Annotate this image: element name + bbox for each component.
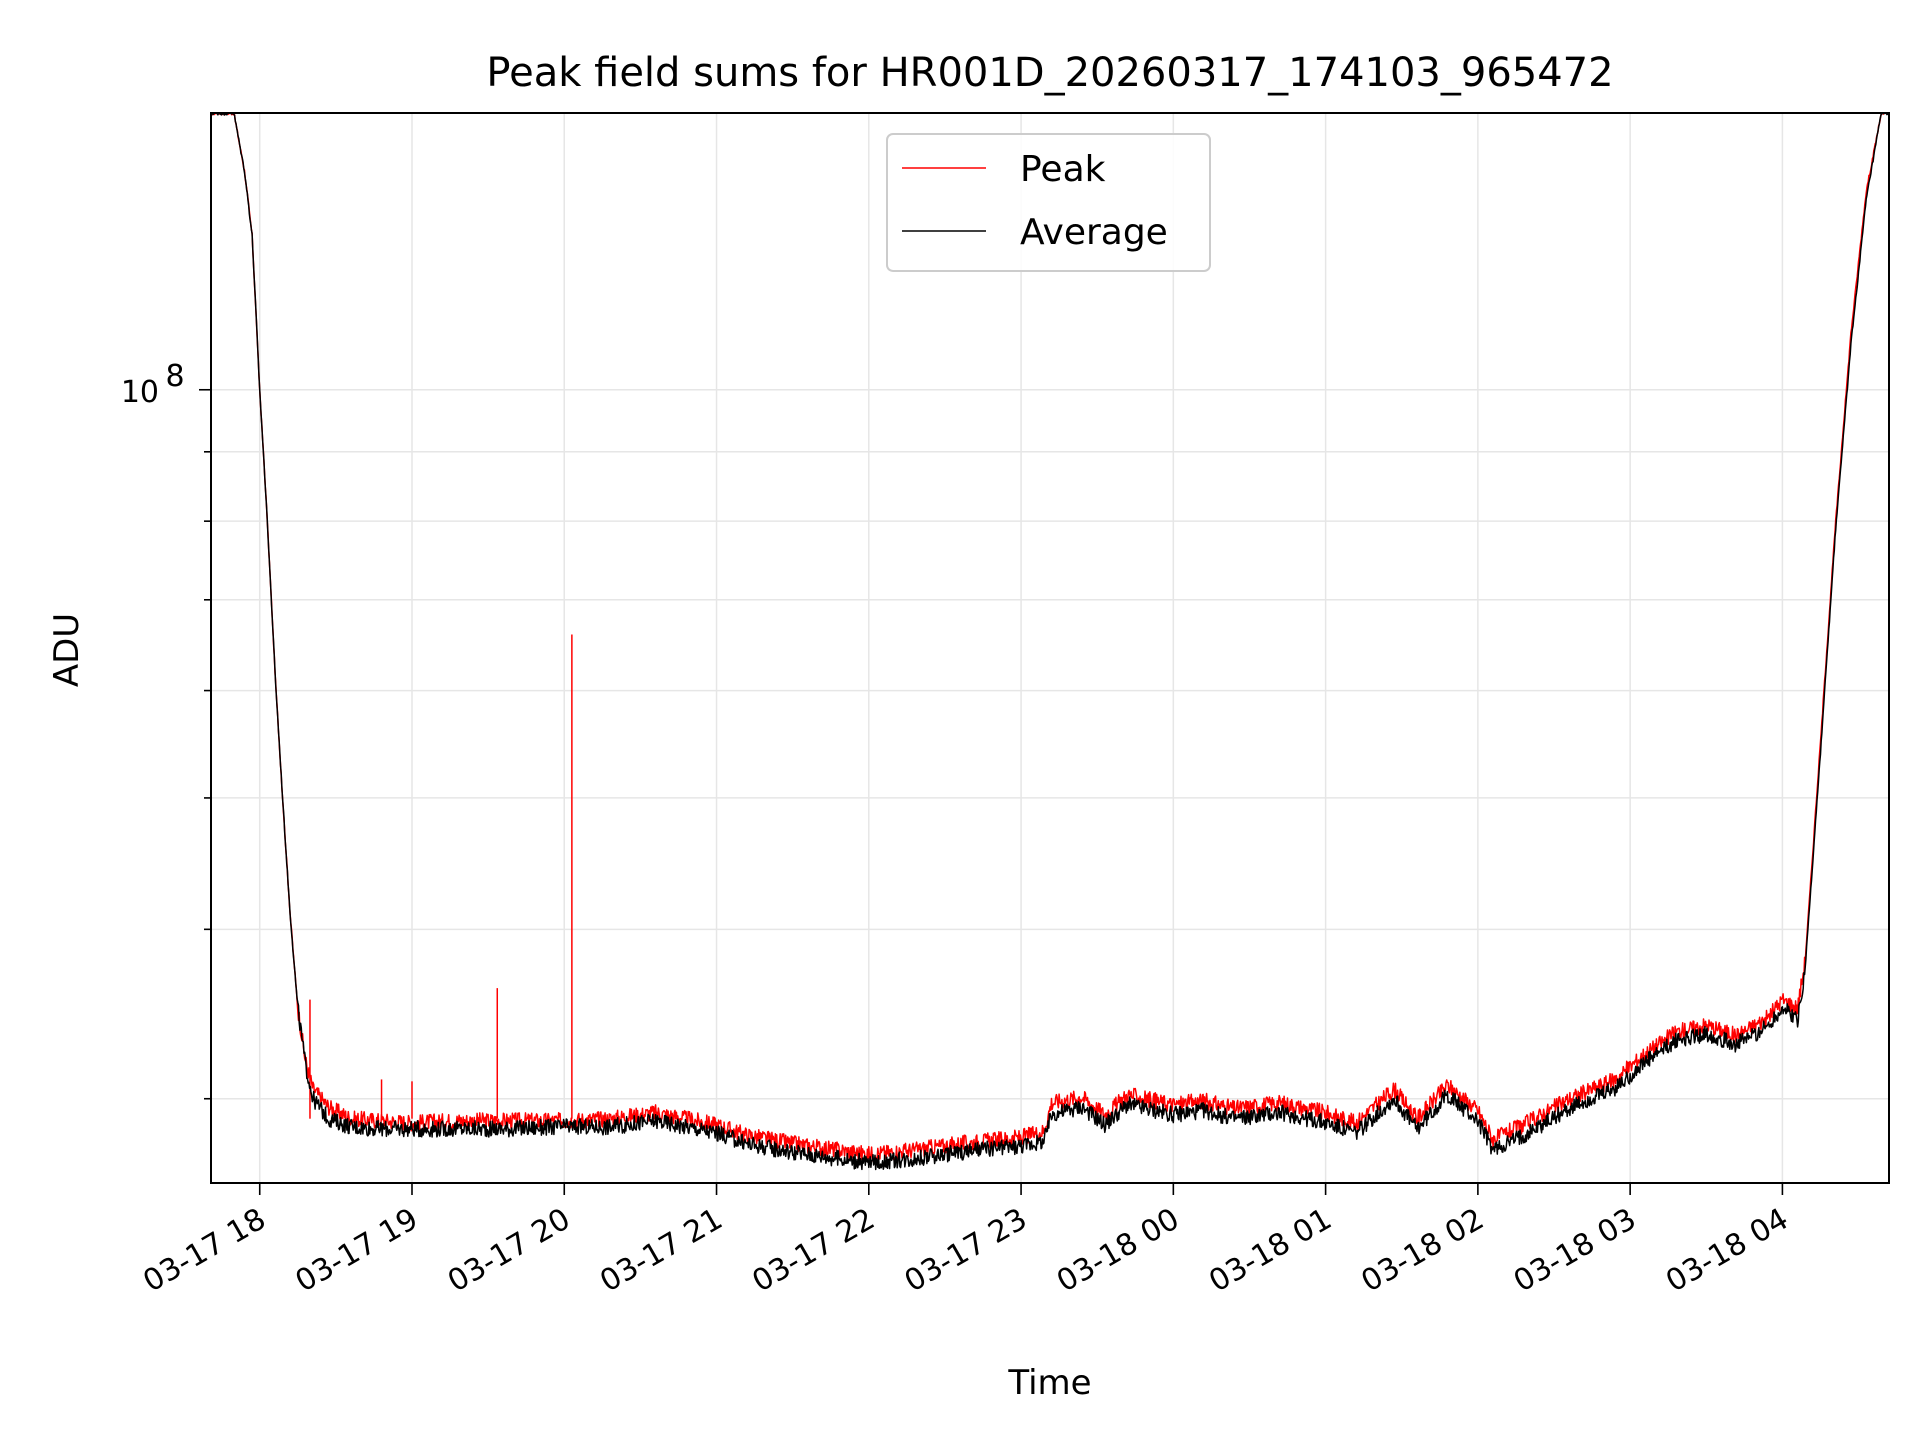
y-tick-label-exponent: 8 <box>165 359 184 394</box>
legend-label-peak: Peak <box>1020 149 1106 190</box>
y-tick-label-base: 10 <box>121 375 159 410</box>
y-axis-label: ADU <box>47 613 87 687</box>
series-line-average <box>210 112 1890 1171</box>
chart-title: Peak field sums for HR001D_20260317_1741… <box>486 50 1613 96</box>
series-lines <box>210 112 1890 1171</box>
plot-frame <box>210 112 1890 1184</box>
legend-label-average: Average <box>1020 212 1168 253</box>
y-axis: 10 8 <box>121 359 211 1100</box>
x-axis-label: Time <box>1007 1363 1091 1403</box>
legend: Peak Average <box>886 133 1211 272</box>
grid-lines <box>211 113 1889 1183</box>
series-line-peak <box>210 112 1890 1163</box>
